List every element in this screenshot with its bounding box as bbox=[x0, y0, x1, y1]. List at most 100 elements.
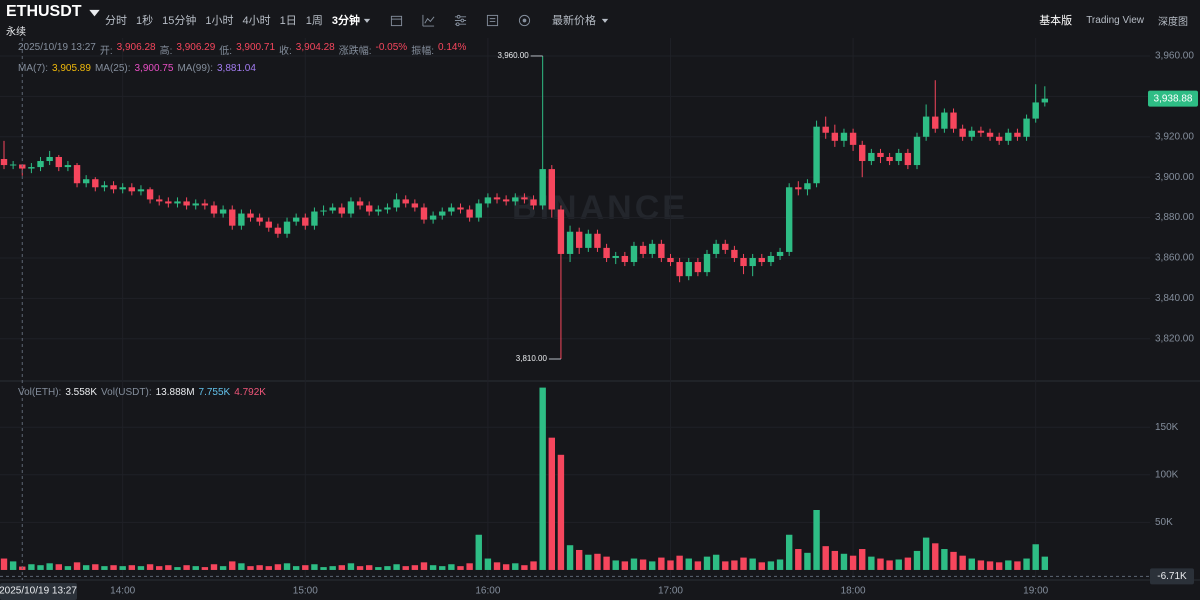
candle-body bbox=[758, 257, 765, 263]
view-tab[interactable]: 深度图 bbox=[1158, 16, 1188, 28]
view-tabs: 基本版 Trading View 深度图 bbox=[1039, 12, 1188, 28]
candle-body bbox=[448, 207, 455, 212]
candle-body bbox=[895, 152, 902, 162]
info-label: 振幅: bbox=[411, 46, 434, 57]
candle-body bbox=[603, 247, 610, 258]
candle-body bbox=[913, 136, 921, 166]
ma-label: MA(7): bbox=[18, 63, 48, 74]
interval-tab[interactable]: 1周 bbox=[305, 15, 323, 27]
view-tab[interactable]: Trading View bbox=[1086, 14, 1144, 26]
volume-bar bbox=[630, 558, 638, 570]
volume-bar bbox=[731, 560, 738, 570]
volume-bar bbox=[283, 563, 291, 570]
volume-bar bbox=[347, 563, 355, 570]
candle-body bbox=[977, 130, 985, 133]
candle-body bbox=[110, 185, 117, 190]
volume-bar bbox=[658, 557, 665, 570]
toggle-icon[interactable] bbox=[518, 14, 531, 27]
volume-bar bbox=[156, 566, 163, 570]
candle-body bbox=[922, 116, 930, 137]
volume-bar bbox=[320, 567, 327, 570]
active-interval[interactable]: 3分钟 bbox=[331, 15, 360, 27]
volume-bar bbox=[530, 561, 537, 570]
candle-body bbox=[1032, 102, 1039, 119]
vol-tick-label: 100K bbox=[1155, 469, 1179, 480]
candle-body bbox=[475, 203, 482, 218]
candle-body bbox=[73, 165, 81, 184]
template-icon[interactable] bbox=[486, 14, 499, 27]
volume-bar bbox=[977, 560, 985, 570]
volume-bar bbox=[466, 563, 473, 570]
candle-body bbox=[210, 205, 218, 214]
volume-bar bbox=[831, 550, 839, 570]
volume-bar bbox=[521, 565, 528, 570]
interval-tab[interactable]: 4小时 bbox=[242, 15, 271, 27]
symbol[interactable]: ETHUSDT bbox=[6, 3, 82, 20]
volume-bar bbox=[28, 564, 35, 570]
volume-bar bbox=[356, 566, 364, 570]
volume-bar bbox=[329, 566, 336, 570]
volume-bar bbox=[110, 565, 117, 570]
interval-tab[interactable]: 1小时 bbox=[205, 15, 234, 27]
volume-bar bbox=[73, 562, 81, 570]
ma-label: MA(25): bbox=[94, 63, 131, 74]
volume-bar bbox=[859, 549, 866, 570]
volume-bar bbox=[493, 562, 501, 570]
last-price-box bbox=[1148, 90, 1198, 107]
x-tick-label: 18:00 bbox=[841, 586, 866, 597]
ma-value: 3,905.89 bbox=[52, 63, 91, 74]
candle-body bbox=[384, 207, 391, 210]
interval-tab[interactable]: 1日 bbox=[279, 15, 297, 27]
candle-body bbox=[311, 211, 318, 226]
candle-body bbox=[776, 251, 784, 256]
candle-body bbox=[767, 255, 775, 263]
symbol-box[interactable]: ETHUSDT bbox=[6, 3, 101, 21]
view-tab[interactable]: 基本版 bbox=[1039, 15, 1073, 27]
interval-tab[interactable]: 1秒 bbox=[136, 15, 154, 27]
dropdown-icon[interactable] bbox=[363, 14, 371, 27]
candle-body bbox=[457, 207, 464, 210]
candle-body bbox=[740, 257, 747, 267]
interval-tab[interactable]: 分时 bbox=[105, 15, 127, 27]
volume-bar bbox=[512, 563, 519, 570]
candle-body bbox=[283, 221, 291, 234]
volume-bar bbox=[575, 549, 583, 570]
volume-bar bbox=[868, 556, 875, 570]
info-label: 涨跌幅: bbox=[338, 46, 372, 57]
candle-body bbox=[649, 243, 656, 254]
settings-icon[interactable] bbox=[454, 14, 467, 27]
volume-bar bbox=[1032, 544, 1039, 570]
x-tick-label: 19:00 bbox=[1023, 586, 1048, 597]
candle-body bbox=[146, 189, 154, 200]
candle-body bbox=[868, 152, 875, 162]
candle-body bbox=[840, 132, 848, 141]
price-type[interactable]: 最新价格 bbox=[552, 15, 596, 27]
dropdown-icon[interactable] bbox=[601, 14, 609, 27]
indicator-icon[interactable] bbox=[422, 14, 435, 27]
interval-tab[interactable]: 15分钟 bbox=[162, 15, 197, 27]
volume-bar bbox=[621, 561, 629, 570]
extreme-label: 3,810.00 bbox=[516, 354, 548, 363]
volume-bar bbox=[612, 560, 619, 570]
calendar-icon[interactable] bbox=[390, 14, 403, 27]
volume-bar bbox=[548, 437, 555, 570]
candle-body bbox=[566, 231, 574, 254]
candle-body bbox=[0, 159, 8, 166]
vol-value: 3.558K bbox=[65, 387, 98, 398]
vol-value: 7.755K bbox=[198, 387, 231, 398]
dropdown-icon[interactable] bbox=[88, 6, 101, 19]
volume-bar bbox=[201, 567, 209, 570]
volume-bar bbox=[247, 566, 254, 570]
candle-body bbox=[366, 205, 373, 212]
volume-bar bbox=[886, 560, 893, 570]
volume-bar bbox=[877, 558, 884, 570]
candle-body bbox=[749, 257, 756, 267]
candle-body bbox=[594, 233, 601, 248]
info-value: 3,906.29 bbox=[176, 42, 216, 53]
extreme-label: 3,960.00 bbox=[498, 51, 530, 60]
volume-bar bbox=[804, 552, 811, 570]
candle-body bbox=[92, 179, 99, 188]
candle-body bbox=[192, 203, 199, 206]
volume-bar bbox=[968, 558, 975, 570]
candle-body bbox=[320, 210, 327, 212]
